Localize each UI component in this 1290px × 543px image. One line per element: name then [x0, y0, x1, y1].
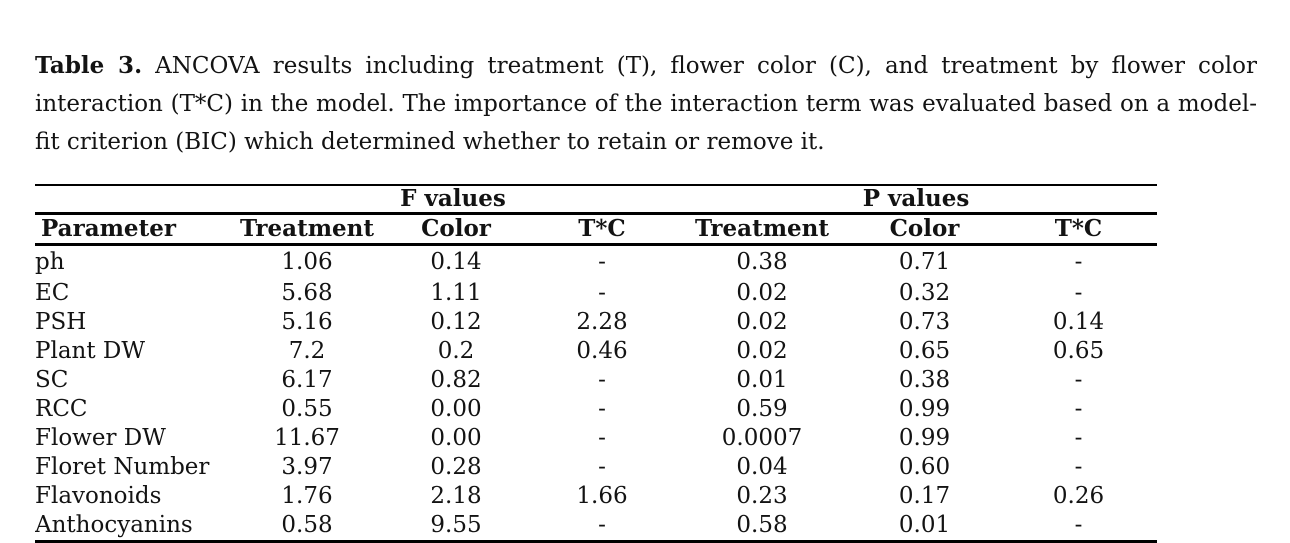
table-row: Flower DW 11.67 0.00 - 0.0007 0.99 -: [35, 424, 1157, 453]
cell-parameter: RCC: [35, 396, 88, 422]
cell-p-txc: -: [1074, 396, 1083, 422]
cell-p-color: 0.01: [898, 512, 951, 538]
cell-p-color: 0.60: [898, 454, 951, 480]
cell-parameter: Flavonoids: [35, 483, 162, 509]
cell-f-treatment: 3.97: [281, 454, 333, 480]
cell-f-txc: -: [598, 425, 606, 451]
table-row: RCC 0.55 0.00 - 0.59 0.99 -: [35, 395, 1157, 424]
caption-label: Table 3.: [35, 52, 143, 79]
group-header-row: F values P values: [35, 185, 1158, 215]
cell-p-color: 0.65: [898, 338, 951, 364]
cell-p-color: 0.73: [898, 309, 951, 335]
column-header-p-treatment: Treatment: [675, 213, 849, 246]
cell-p-color: 0.71: [898, 249, 951, 275]
cell-f-color: 0.12: [430, 309, 482, 335]
cell-parameter: Floret Number: [35, 454, 210, 480]
cell-p-treatment: 0.04: [736, 454, 788, 480]
cell-p-treatment: 0.02: [736, 280, 788, 306]
cell-f-txc: 1.66: [576, 483, 628, 509]
cell-p-txc: -: [1074, 425, 1083, 451]
cell-parameter: PSH: [35, 309, 87, 335]
cell-f-color: 0.28: [430, 454, 482, 480]
cell-f-treatment: 7.2: [288, 338, 326, 364]
cell-f-txc: 0.46: [576, 338, 628, 364]
cell-f-color: 9.55: [430, 512, 482, 538]
group-header-p-values: P values: [675, 185, 1158, 215]
cell-f-txc: -: [598, 512, 606, 538]
column-header-f-color: Color: [383, 213, 529, 246]
cell-p-txc: -: [1074, 280, 1083, 306]
cell-p-treatment: 0.59: [736, 396, 788, 422]
cell-p-treatment: 0.38: [736, 249, 788, 275]
cell-f-color: 0.00: [430, 425, 482, 451]
cell-f-treatment: 5.68: [281, 280, 333, 306]
cell-parameter: Flower DW: [35, 425, 166, 451]
cell-f-treatment: 0.58: [281, 512, 333, 538]
cell-parameter: EC: [35, 280, 70, 306]
cell-parameter: Plant DW: [35, 338, 145, 364]
cell-p-treatment: 0.02: [736, 338, 788, 364]
cell-p-color: 0.17: [898, 483, 951, 509]
column-header-f-txc: T*C: [529, 213, 675, 246]
group-header-f-values: F values: [231, 185, 675, 215]
cell-f-txc: -: [598, 280, 606, 306]
cell-parameter: Anthocyanins: [35, 512, 193, 538]
cell-f-txc: 2.28: [576, 309, 628, 335]
table-row: Anthocyanins 0.58 9.55 - 0.58 0.01 -: [35, 511, 1157, 542]
table-row: SC 6.17 0.82 - 0.01 0.38 -: [35, 366, 1157, 395]
cell-p-txc: -: [1074, 249, 1083, 275]
cell-p-txc: 0.65: [1052, 338, 1105, 364]
table-row: Flavonoids 1.76 2.18 1.66 0.23 0.17 0.26: [35, 482, 1157, 511]
cell-p-treatment: 0.0007: [721, 425, 803, 451]
cell-f-color: 2.18: [430, 483, 482, 509]
table-row: PSH 5.16 0.12 2.28 0.02 0.73 0.14: [35, 308, 1157, 337]
table-caption: Table 3. ANCOVA results including treatm…: [35, 47, 1257, 161]
cell-f-color: 1.11: [430, 280, 482, 306]
column-header-p-txc: T*C: [1000, 213, 1158, 246]
column-header-row: Parameter Treatment Color T*C Treatment …: [35, 213, 1158, 246]
cell-f-treatment: 6.17: [281, 367, 333, 393]
table-row: Floret Number 3.97 0.28 - 0.04 0.60 -: [35, 453, 1157, 482]
cell-p-treatment: 0.58: [736, 512, 788, 538]
cell-p-color: 0.99: [898, 425, 951, 451]
column-header-parameter: Parameter: [35, 213, 231, 246]
cell-f-treatment: 0.55: [281, 396, 333, 422]
ancova-table: F values P values Parameter Treatment Co…: [35, 184, 1158, 543]
table-row: EC 5.68 1.11 - 0.02 0.32 -: [35, 279, 1157, 308]
cell-p-txc: -: [1074, 512, 1083, 538]
cell-f-treatment: 11.67: [274, 425, 340, 451]
table-body: ph 1.06 0.14 - 0.38 0.71 - EC 5.68 1.11 …: [35, 245, 1157, 542]
cell-f-color: 0.2: [437, 338, 475, 364]
table-row: ph 1.06 0.14 - 0.38 0.71 -: [35, 245, 1157, 280]
cell-f-txc: -: [598, 396, 606, 422]
cell-f-color: 0.14: [430, 249, 482, 275]
cell-p-color: 0.38: [898, 367, 951, 393]
cell-f-color: 0.82: [430, 367, 482, 393]
cell-parameter: ph: [35, 249, 65, 275]
cell-f-treatment: 1.06: [281, 249, 333, 275]
cell-p-color: 0.99: [898, 396, 951, 422]
cell-f-txc: -: [598, 249, 606, 275]
cell-p-treatment: 0.02: [736, 309, 788, 335]
caption-text: ANCOVA results including treatment (T), …: [35, 53, 1257, 155]
cell-f-txc: -: [598, 367, 606, 393]
cell-p-txc: 0.14: [1052, 309, 1105, 335]
cell-parameter: SC: [35, 367, 69, 393]
cell-f-treatment: 5.16: [281, 309, 333, 335]
cell-p-txc: 0.26: [1052, 483, 1105, 509]
table-row: Plant DW 7.2 0.2 0.46 0.02 0.65 0.65: [35, 337, 1157, 366]
cell-p-color: 0.32: [898, 280, 951, 306]
cell-f-color: 0.00: [430, 396, 482, 422]
column-header-p-color: Color: [849, 213, 1000, 246]
group-header-spacer: [35, 185, 231, 215]
cell-p-treatment: 0.01: [736, 367, 788, 393]
cell-f-treatment: 1.76: [281, 483, 333, 509]
cell-p-txc: -: [1074, 454, 1083, 480]
cell-f-txc: -: [598, 454, 606, 480]
column-header-f-treatment: Treatment: [231, 213, 383, 246]
cell-p-treatment: 0.23: [736, 483, 788, 509]
cell-p-txc: -: [1074, 367, 1083, 393]
